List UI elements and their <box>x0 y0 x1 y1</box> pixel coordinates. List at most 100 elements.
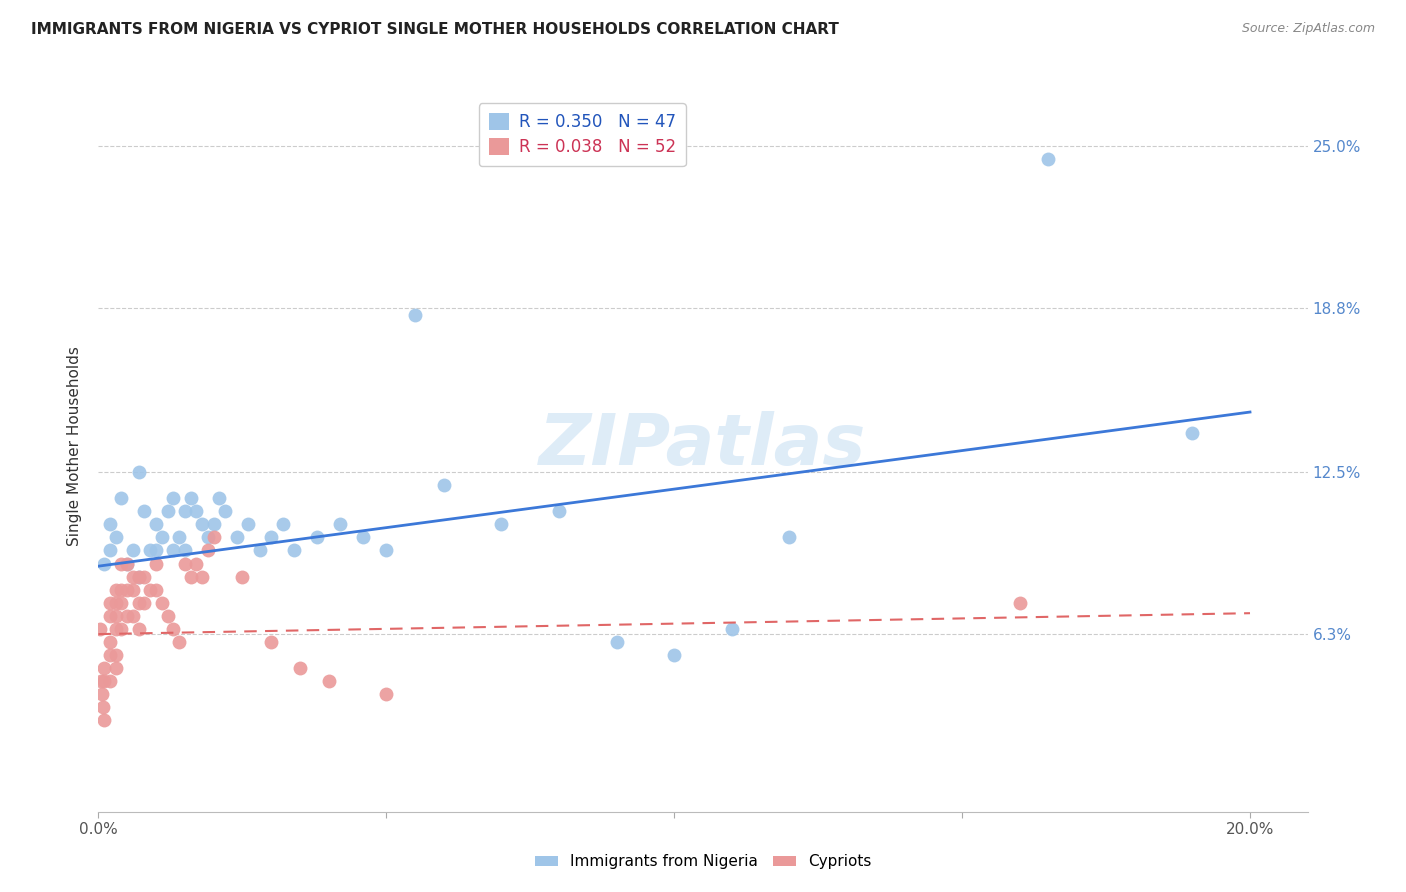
Point <box>288 661 311 675</box>
Point <box>104 596 127 610</box>
Point <box>128 596 150 610</box>
Point <box>214 504 236 518</box>
Point <box>548 504 571 518</box>
Point <box>115 557 138 571</box>
Point <box>128 622 150 636</box>
Point <box>122 543 145 558</box>
Point <box>720 622 742 636</box>
Point <box>271 517 294 532</box>
Point <box>128 569 150 583</box>
Point <box>104 530 127 544</box>
Point <box>778 530 800 544</box>
Point <box>260 530 283 544</box>
Point <box>93 714 115 728</box>
Point <box>150 596 173 610</box>
Legend: Immigrants from Nigeria, Cypriots: Immigrants from Nigeria, Cypriots <box>529 848 877 875</box>
Point <box>122 582 145 597</box>
Point <box>110 582 132 597</box>
Point <box>197 543 219 558</box>
Text: ZIPatlas: ZIPatlas <box>540 411 866 481</box>
Point <box>145 517 167 532</box>
Point <box>173 504 195 518</box>
Point <box>202 530 225 544</box>
Point <box>139 582 162 597</box>
Point <box>225 530 247 544</box>
Point <box>208 491 231 506</box>
Point <box>491 517 513 532</box>
Point <box>115 608 138 623</box>
Point <box>145 582 167 597</box>
Point <box>90 674 112 689</box>
Point <box>122 608 145 623</box>
Point <box>404 309 426 323</box>
Point <box>186 557 208 571</box>
Point <box>191 517 214 532</box>
Point <box>1008 596 1031 610</box>
Point <box>98 674 121 689</box>
Point <box>202 517 225 532</box>
Point <box>145 557 167 571</box>
Point <box>150 530 173 544</box>
Point <box>104 582 127 597</box>
Point <box>162 491 184 506</box>
Point <box>186 504 208 518</box>
Point <box>104 661 127 675</box>
Point <box>104 608 127 623</box>
Point <box>98 635 121 649</box>
Point <box>93 557 115 571</box>
Point <box>173 543 195 558</box>
Point <box>197 530 219 544</box>
Point <box>98 608 121 623</box>
Point <box>307 530 329 544</box>
Point <box>110 622 132 636</box>
Point <box>249 543 271 558</box>
Text: Source: ZipAtlas.com: Source: ZipAtlas.com <box>1241 22 1375 36</box>
Point <box>98 596 121 610</box>
Point <box>156 504 179 518</box>
Point <box>375 687 398 701</box>
Point <box>375 543 398 558</box>
Point <box>89 622 111 636</box>
Point <box>93 674 115 689</box>
Point <box>90 687 112 701</box>
Point <box>352 530 374 544</box>
Point <box>156 608 179 623</box>
Point <box>91 700 114 714</box>
Point <box>180 569 202 583</box>
Point <box>145 543 167 558</box>
Point <box>134 569 156 583</box>
Point <box>128 465 150 479</box>
Point <box>162 622 184 636</box>
Point <box>162 543 184 558</box>
Point <box>167 530 190 544</box>
Point <box>115 557 138 571</box>
Point <box>110 491 132 506</box>
Point <box>93 661 115 675</box>
Point <box>104 648 127 662</box>
Point <box>134 504 156 518</box>
Point <box>122 569 145 583</box>
Point <box>329 517 352 532</box>
Point <box>98 517 121 532</box>
Point <box>110 557 132 571</box>
Point <box>98 543 121 558</box>
Point <box>110 596 132 610</box>
Point <box>318 674 340 689</box>
Point <box>104 622 127 636</box>
Point <box>236 517 259 532</box>
Point <box>283 543 305 558</box>
Point <box>139 543 162 558</box>
Point <box>664 648 686 662</box>
Point <box>433 478 456 492</box>
Point <box>167 635 190 649</box>
Point <box>606 635 628 649</box>
Point <box>1038 152 1060 166</box>
Point <box>128 569 150 583</box>
Text: IMMIGRANTS FROM NIGERIA VS CYPRIOT SINGLE MOTHER HOUSEHOLDS CORRELATION CHART: IMMIGRANTS FROM NIGERIA VS CYPRIOT SINGL… <box>31 22 839 37</box>
Point <box>1181 425 1204 440</box>
Point <box>134 596 156 610</box>
Point <box>180 491 202 506</box>
Point <box>191 569 214 583</box>
Point <box>115 582 138 597</box>
Point <box>260 635 283 649</box>
